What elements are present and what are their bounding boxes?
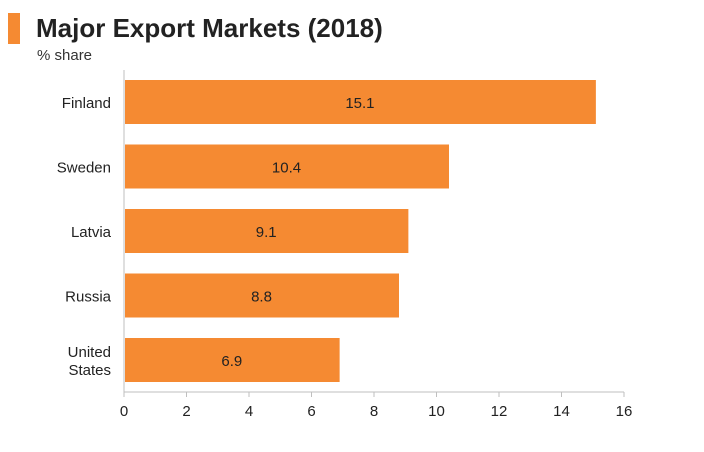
x-tick-label: 8 bbox=[370, 403, 378, 420]
bar-finland bbox=[125, 80, 596, 124]
chart-subtitle: % share bbox=[37, 47, 93, 64]
data-label-sweden: 10.4 bbox=[272, 160, 301, 177]
x-tick-label: 12 bbox=[491, 403, 508, 420]
chart-title: Major Export Markets (2018) bbox=[36, 13, 383, 43]
data-label-russia: 8.8 bbox=[251, 289, 272, 306]
bar-russia bbox=[125, 273, 399, 318]
x-tick-label: 0 bbox=[120, 403, 128, 420]
category-label-sweden: Sweden bbox=[57, 160, 111, 177]
x-tick-label: 10 bbox=[428, 403, 445, 420]
bar-latvia bbox=[125, 209, 409, 253]
category-label-russia: Russia bbox=[65, 289, 112, 306]
category-label-finland: Finland bbox=[62, 95, 111, 112]
data-label-united-states: 6.9 bbox=[221, 353, 242, 370]
category-label-latvia: Latvia bbox=[71, 224, 112, 241]
x-tick-label: 2 bbox=[182, 403, 190, 420]
data-label-latvia: 9.1 bbox=[256, 224, 277, 241]
bar-united-states bbox=[125, 338, 340, 382]
title-accent-bar bbox=[8, 13, 20, 44]
x-tick-label: 6 bbox=[307, 403, 315, 420]
data-label-finland: 15.1 bbox=[345, 95, 374, 112]
x-tick-label: 16 bbox=[616, 403, 633, 420]
category-label-united-states: United States bbox=[68, 344, 111, 379]
x-tick-label: 4 bbox=[245, 403, 253, 420]
x-tick-label: 14 bbox=[553, 403, 570, 420]
bar-sweden bbox=[125, 144, 449, 189]
